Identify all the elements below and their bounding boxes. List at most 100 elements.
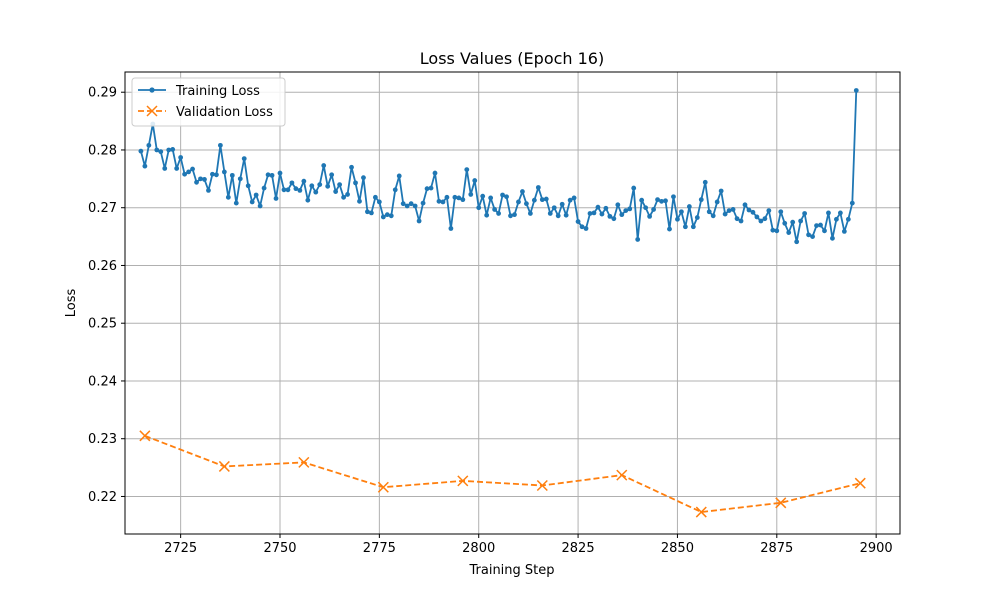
training-loss-point [774, 228, 780, 234]
training-loss-point [631, 185, 637, 191]
training-loss-point [742, 202, 748, 208]
training-loss-point [476, 205, 482, 211]
training-loss-point [718, 188, 724, 194]
validation-loss-point [695, 506, 707, 518]
legend-validation-marker [146, 105, 158, 117]
training-loss-point [436, 198, 442, 204]
training-loss-point [563, 212, 569, 218]
training-loss-point [766, 208, 772, 214]
training-loss-point [750, 209, 756, 215]
y-axis-label: Loss [64, 289, 79, 318]
training-loss-point [313, 189, 319, 195]
training-loss-point [325, 183, 331, 189]
training-loss-point [444, 194, 450, 200]
axis-ticks: 2725 2750 2775 2800 2825 2850 2875 2900 0.22 0.23… [88, 86, 893, 556]
training-loss-point [814, 223, 819, 229]
training-loss-point [225, 194, 231, 200]
training-loss-point [806, 232, 811, 238]
validation-loss-point [377, 481, 389, 493]
training-loss-point [500, 192, 505, 198]
y-tick-label-7: 0.29 [88, 86, 117, 101]
validation-loss-point [218, 460, 230, 472]
training-loss-point [245, 183, 251, 189]
training-loss-point [257, 203, 263, 209]
training-loss-point [611, 216, 617, 222]
training-loss-point [786, 230, 792, 235]
validation-loss-line [144, 434, 861, 513]
training-loss-point [516, 199, 521, 205]
training-loss-point [281, 187, 287, 193]
training-loss-point [269, 172, 275, 178]
training-loss-point [285, 187, 291, 193]
training-loss-point [822, 228, 827, 234]
training-loss-point [416, 218, 422, 224]
legend: Training Loss Validation Loss [131, 77, 286, 127]
training-loss-point [261, 185, 267, 191]
x-tick-label-6: 2875 [760, 541, 793, 556]
training-loss-point [158, 149, 164, 155]
series-training-loss [138, 88, 859, 245]
training-loss-point [480, 193, 486, 199]
training-loss-point [456, 195, 462, 201]
training-loss-point [702, 179, 708, 185]
training-loss-point [428, 185, 434, 191]
training-loss-point [214, 172, 219, 178]
training-loss-point [520, 189, 525, 194]
training-loss-point [297, 187, 303, 193]
training-loss-point [619, 212, 625, 218]
training-loss-point [845, 216, 851, 222]
training-loss-point [380, 214, 386, 220]
training-loss-point [794, 239, 800, 245]
chart-title: Loss Values (Epoch 16) [420, 49, 604, 68]
training-loss-point [468, 192, 474, 197]
training-loss-point [396, 173, 402, 179]
training-loss-point [146, 142, 152, 148]
training-loss-point [539, 197, 545, 203]
x-axis-label: Training Step [468, 563, 554, 578]
x-tick-label-0: 2725 [164, 541, 197, 556]
training-loss-point [579, 224, 585, 230]
x-tick-label-7: 2900 [860, 541, 893, 556]
training-loss-point [357, 198, 362, 204]
validation-loss-point [536, 479, 548, 492]
training-loss-point [567, 197, 573, 203]
training-loss-point [706, 209, 712, 215]
training-loss-point [365, 209, 370, 215]
training-loss-point [182, 171, 188, 177]
training-loss-point [504, 194, 509, 200]
training-loss-point [647, 213, 653, 219]
training-loss-point [734, 216, 740, 222]
training-loss-point [388, 213, 394, 219]
training-loss-point [154, 147, 160, 153]
training-loss-point [599, 211, 605, 217]
training-loss-point [317, 182, 323, 188]
training-loss-point [627, 206, 633, 212]
training-loss-point [607, 213, 613, 219]
training-loss-point [353, 180, 358, 186]
training-loss-point [309, 183, 315, 189]
training-loss-point [551, 205, 557, 211]
training-loss-point [392, 187, 398, 193]
y-tick-label-1: 0.23 [88, 432, 117, 447]
training-loss-point [710, 213, 716, 219]
training-loss-point [547, 211, 553, 216]
training-loss-point [321, 163, 327, 168]
training-loss-point [583, 226, 589, 231]
training-loss-point [265, 172, 271, 178]
training-loss-point [206, 187, 211, 193]
plot-frame [124, 71, 901, 535]
training-loss-point [210, 171, 215, 177]
training-loss-point [384, 212, 390, 218]
training-loss-point [372, 194, 378, 200]
training-loss-point [198, 176, 203, 182]
training-loss-point [698, 197, 704, 203]
training-loss-point [361, 175, 366, 181]
training-loss-point [233, 200, 239, 206]
training-loss-point [655, 197, 660, 203]
x-tick-label-1: 2750 [263, 541, 296, 556]
training-loss-point [186, 169, 191, 175]
training-loss-point [837, 210, 843, 216]
training-loss-point [746, 207, 752, 213]
training-loss-point [424, 186, 430, 192]
